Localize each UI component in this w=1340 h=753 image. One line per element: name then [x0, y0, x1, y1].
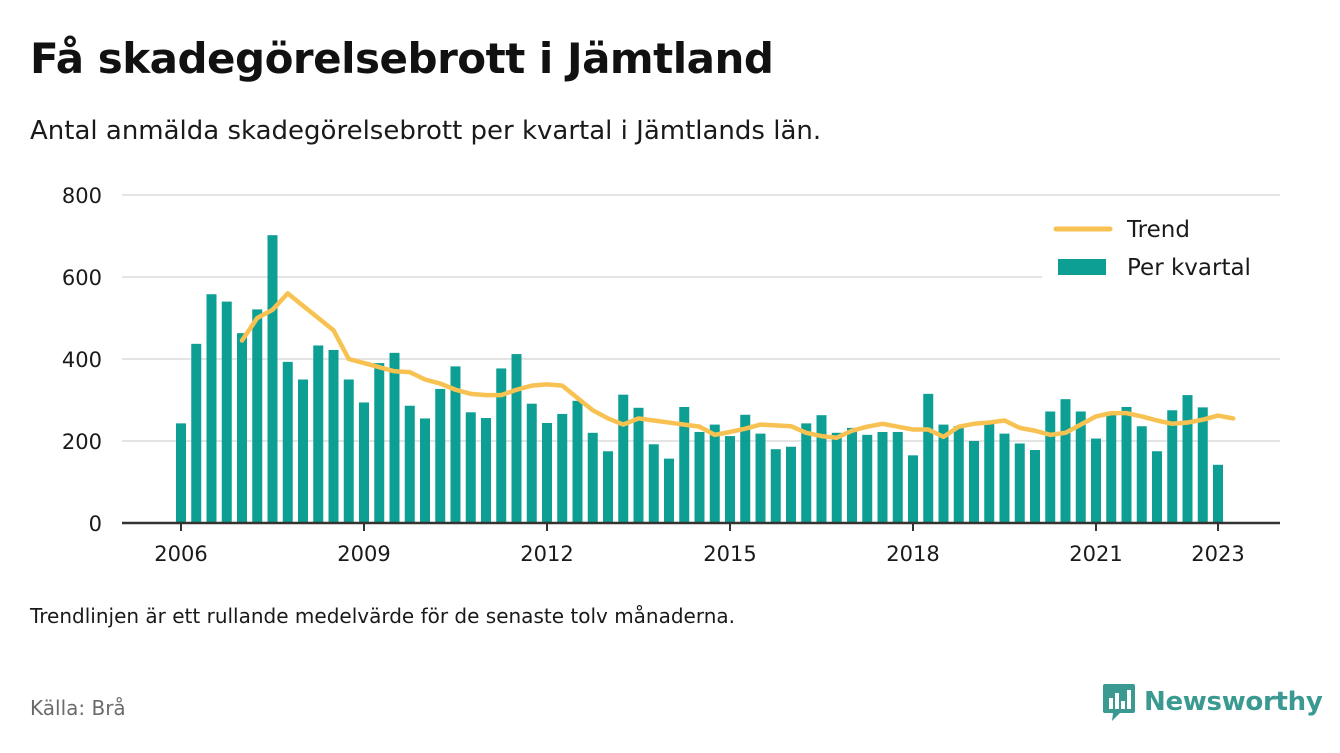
- y-tick-label: 200: [62, 430, 102, 454]
- bar: [1152, 451, 1162, 523]
- bar: [298, 379, 308, 523]
- bar: [1213, 464, 1223, 523]
- y-tick-label: 800: [62, 184, 102, 208]
- bar: [664, 458, 674, 523]
- bar: [603, 451, 613, 523]
- bar: [1091, 438, 1101, 523]
- bar: [1045, 411, 1056, 523]
- bar: [618, 394, 629, 523]
- bar: [191, 343, 202, 523]
- legend-trend-label: Trend: [1126, 217, 1190, 243]
- bar: [694, 431, 705, 523]
- bar: [420, 418, 430, 523]
- y-axis-ticks: 0 200 400 600 800: [62, 184, 102, 536]
- source-credit: Källa: Brå: [30, 696, 126, 720]
- bar: [343, 379, 354, 523]
- legend-background: [1042, 210, 1280, 290]
- bar: [1060, 399, 1071, 523]
- y-tick-label: 400: [62, 348, 102, 372]
- x-tick-label: 2023: [1191, 542, 1244, 566]
- bar: [633, 407, 644, 523]
- legend-bar-swatch: [1058, 259, 1106, 275]
- bar: [1136, 426, 1147, 523]
- bar: [221, 301, 232, 523]
- bar: [465, 412, 476, 523]
- bar: [267, 235, 278, 523]
- bar: [892, 431, 903, 523]
- bar: [1075, 411, 1086, 523]
- bar: [679, 406, 690, 523]
- bar: [1030, 450, 1040, 523]
- bar: [801, 423, 812, 523]
- bar-series: [176, 235, 1223, 523]
- bar: [816, 415, 827, 523]
- bar: [176, 423, 186, 523]
- bar: [999, 433, 1010, 523]
- bar: [374, 363, 385, 523]
- bar: [969, 441, 979, 523]
- newsworthy-chart-icon: [1103, 684, 1135, 721]
- bar: [786, 446, 796, 523]
- chart-title: Få skadegörelsebrott i Jämtland: [30, 34, 774, 83]
- brand-logo[interactable]: Newsworthy: [1102, 682, 1323, 722]
- brand-name: Newsworthy: [1144, 687, 1323, 717]
- x-tick-label: 2015: [703, 542, 756, 566]
- bar: [587, 432, 598, 523]
- bar: [542, 422, 552, 523]
- bar: [237, 333, 247, 523]
- x-tick-label: 2021: [1069, 542, 1122, 566]
- legend-bar-label: Per kvartal: [1127, 255, 1251, 281]
- y-tick-label: 600: [62, 266, 102, 290]
- bar: [404, 405, 415, 523]
- bar: [908, 455, 918, 523]
- x-tick-label: 2009: [337, 542, 390, 566]
- bar: [389, 352, 400, 523]
- bar: [938, 424, 949, 523]
- x-axis: 2006 2009 2012 2015 2018 2021 2023: [122, 521, 1280, 566]
- bar: [648, 444, 659, 523]
- trend-series: [239, 291, 1236, 440]
- trend-line: [239, 291, 1236, 440]
- bar: [1197, 407, 1208, 523]
- bar: [313, 345, 324, 523]
- bar: [282, 361, 293, 523]
- bar: [755, 433, 766, 523]
- bar: [1014, 443, 1025, 523]
- bar: [557, 413, 568, 523]
- bar: [862, 434, 873, 523]
- bar: [359, 402, 369, 523]
- y-tick-label: 0: [89, 512, 102, 536]
- bar: [831, 432, 842, 523]
- chart-subtitle: Antal anmälda skadegörelsebrott per kvar…: [30, 116, 822, 146]
- x-tick-label: 2006: [154, 542, 207, 566]
- x-tick-label: 2012: [520, 542, 573, 566]
- legend: Trend Per kvartal: [1042, 210, 1280, 290]
- bar: [1121, 406, 1132, 523]
- bar: [923, 393, 934, 523]
- bar: [511, 354, 522, 523]
- bar: [572, 400, 583, 523]
- bar: [953, 426, 964, 523]
- bar: [206, 294, 217, 523]
- bar: [450, 366, 461, 523]
- bar: [1167, 410, 1178, 523]
- footnote: Trendlinjen är ett rullande medelvärde f…: [30, 604, 736, 628]
- bar: [770, 449, 781, 523]
- bar: [526, 403, 537, 523]
- bar: [435, 388, 446, 523]
- bar: [740, 414, 751, 523]
- bar: [725, 436, 735, 523]
- bar: [1106, 413, 1117, 523]
- bar: [984, 422, 995, 523]
- bar: [877, 431, 888, 523]
- bar: [481, 418, 491, 523]
- bar: [496, 368, 507, 523]
- bar: [847, 427, 857, 523]
- bar: [252, 309, 263, 523]
- bar: [328, 349, 339, 523]
- bar: [709, 424, 720, 523]
- x-tick-label: 2018: [886, 542, 939, 566]
- bar: [1182, 395, 1193, 523]
